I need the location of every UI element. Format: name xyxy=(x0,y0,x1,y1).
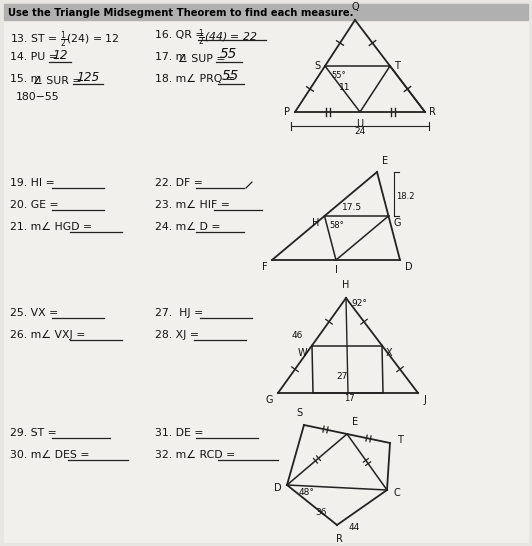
Text: I: I xyxy=(335,265,337,275)
Text: 36: 36 xyxy=(315,508,327,517)
Text: 13. ST = $\frac{1}{2}$(24) = 12: 13. ST = $\frac{1}{2}$(24) = 12 xyxy=(10,30,120,51)
Text: 24. m∠ D =: 24. m∠ D = xyxy=(155,222,224,232)
Text: 18. m∠ PRQ =: 18. m∠ PRQ = xyxy=(155,74,238,84)
Text: F: F xyxy=(262,262,268,272)
Text: 46: 46 xyxy=(292,330,303,340)
Text: D: D xyxy=(405,262,413,272)
Text: G: G xyxy=(394,218,401,228)
Text: 17. m: 17. m xyxy=(155,52,186,62)
Text: E: E xyxy=(382,156,388,166)
Text: 55: 55 xyxy=(222,69,239,83)
Text: D: D xyxy=(274,483,282,493)
Text: 58°: 58° xyxy=(329,221,344,230)
Text: U: U xyxy=(356,119,363,129)
Text: 17: 17 xyxy=(344,394,355,403)
Text: 12: 12 xyxy=(52,49,68,62)
Text: 27: 27 xyxy=(336,372,347,381)
Text: R: R xyxy=(429,107,435,117)
Text: 125: 125 xyxy=(76,71,99,84)
Text: G: G xyxy=(265,395,273,405)
Text: 29. ST =: 29. ST = xyxy=(10,428,60,438)
Text: P: P xyxy=(284,107,290,117)
Text: Use the Triangle Midsegment Theorem to find each measure.: Use the Triangle Midsegment Theorem to f… xyxy=(8,8,353,18)
Text: S: S xyxy=(314,61,320,71)
Text: 55°: 55° xyxy=(331,71,346,80)
Text: 27.  HJ =: 27. HJ = xyxy=(155,308,207,318)
Text: 30. m∠ DES =: 30. m∠ DES = xyxy=(10,450,93,460)
Text: T: T xyxy=(394,61,400,71)
Text: C: C xyxy=(394,488,401,498)
Text: 14. PU =: 14. PU = xyxy=(10,52,61,62)
Text: 31. DE =: 31. DE = xyxy=(155,428,207,438)
Text: X: X xyxy=(386,347,392,358)
Text: 24: 24 xyxy=(354,127,365,136)
Text: H: H xyxy=(312,218,319,228)
Text: ∠ SUP =: ∠ SUP = xyxy=(178,54,229,64)
Text: 180−55: 180−55 xyxy=(16,92,60,102)
Text: 28. XJ =: 28. XJ = xyxy=(155,330,203,340)
Text: $\frac{1}{2}$(44) = 22: $\frac{1}{2}$(44) = 22 xyxy=(198,28,257,49)
Text: 25. VX =: 25. VX = xyxy=(10,308,62,318)
Text: 21. m∠ HGD =: 21. m∠ HGD = xyxy=(10,222,96,232)
Text: 15. m: 15. m xyxy=(10,74,41,84)
Text: 16. QR =: 16. QR = xyxy=(155,30,208,40)
Text: 44: 44 xyxy=(349,523,360,532)
Text: 22. DF =: 22. DF = xyxy=(155,178,206,188)
Text: 18.2: 18.2 xyxy=(396,192,415,201)
Text: 17.5: 17.5 xyxy=(343,203,363,212)
Text: E: E xyxy=(352,417,358,427)
Text: 48°: 48° xyxy=(299,488,315,497)
Text: 32. m∠ RCD =: 32. m∠ RCD = xyxy=(155,450,239,460)
Text: J: J xyxy=(423,395,427,405)
Text: 20. GE =: 20. GE = xyxy=(10,200,62,210)
Text: 11: 11 xyxy=(339,83,351,92)
Text: 55: 55 xyxy=(220,47,237,61)
Text: Q: Q xyxy=(351,2,359,12)
Bar xyxy=(4,4,528,20)
Text: W: W xyxy=(297,347,307,358)
Text: H: H xyxy=(342,280,350,290)
Text: R: R xyxy=(336,534,343,544)
Text: 19. HI =: 19. HI = xyxy=(10,178,58,188)
Text: T: T xyxy=(397,435,403,445)
Text: 23. m∠ HIF =: 23. m∠ HIF = xyxy=(155,200,234,210)
Text: ∠ SUR =: ∠ SUR = xyxy=(33,76,85,86)
Text: 26. m∠ VXJ =: 26. m∠ VXJ = xyxy=(10,330,89,340)
Text: 92°: 92° xyxy=(351,299,367,308)
Text: S: S xyxy=(296,408,302,418)
